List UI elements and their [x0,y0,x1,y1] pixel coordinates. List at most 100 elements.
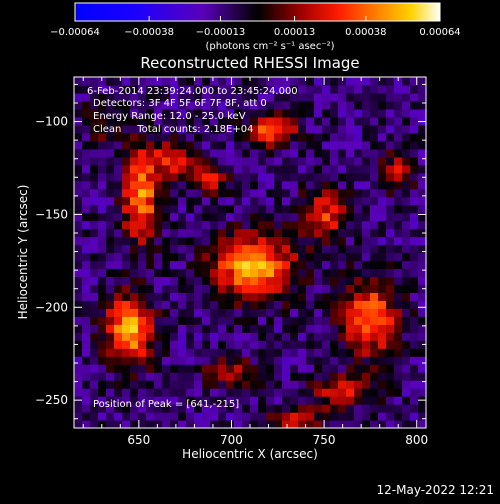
heatmap-cell [138,108,147,118]
heatmap-cell [74,308,83,317]
heatmap-cell [122,372,131,381]
heatmap-cell [378,132,387,142]
heatmap-cell [202,77,211,86]
heatmap-cell [114,268,123,278]
heatmap-cell [90,228,99,238]
heatmap-cell [298,244,307,254]
heatmap-cell [146,324,155,333]
heatmap-cell [114,348,123,357]
colorbar-tick-label: 0.00064 [419,27,460,38]
heatmap-cell [234,308,243,317]
heatmap-cell [266,132,275,142]
heatmap-cell [186,292,195,301]
heatmap-cell [234,268,243,278]
heatmap-cell [122,292,131,301]
heatmap-cell [114,228,123,238]
heatmap-cell [290,172,299,182]
heatmap-cell [186,124,195,134]
heatmap-cell [386,188,395,198]
heatmap-cell [290,308,299,317]
heatmap-cell [202,340,211,349]
heatmap-cell [402,316,411,325]
heatmap-cell [146,124,155,134]
heatmap-cell [130,404,139,413]
heatmap-cell [98,244,107,254]
heatmap-cell [314,388,323,397]
heatmap-cell [226,220,235,230]
heatmap-cell [322,252,331,262]
heatmap-cell [306,260,315,270]
heatmap-cell [314,236,323,246]
heatmap-cell [378,396,387,405]
heatmap-cell [362,340,371,349]
heatmap-cell [418,364,426,373]
heatmap-cell [90,148,99,158]
heatmap-cell [242,228,251,238]
colorbar-tick-label: 0.00013 [274,27,315,38]
heatmap-cell [106,420,115,428]
heatmap-cell [162,420,171,428]
heatmap-cell [298,308,307,317]
heatmap-cell [314,172,323,182]
heatmap-cell [418,84,426,94]
heatmap-cell [90,92,99,102]
heatmap-cell [354,420,363,428]
heatmap-cell [178,252,187,262]
heatmap-cell [314,220,323,230]
heatmap-cell [82,372,91,381]
heatmap-cell [138,300,147,309]
heatmap-cell [338,92,347,102]
heatmap-cell [162,396,171,405]
heatmap-cell [314,364,323,373]
heatmap-cell [138,204,147,214]
heatmap-cell [370,132,379,142]
heatmap-cell [290,276,299,286]
heatmap-cell [402,180,411,190]
heatmap-cell [138,356,147,365]
heatmap-cell [266,332,275,341]
heatmap-cell [162,284,171,293]
heatmap-cell [170,356,179,365]
heatmap-cell [306,204,315,214]
heatmap-cell [210,356,219,365]
heatmap-cell [218,348,227,357]
heatmap-cell [394,276,403,286]
heatmap-cell [370,100,379,110]
heatmap-cell [306,340,315,349]
heatmap-cell [322,404,331,413]
heatmap-cell [282,348,291,357]
heatmap-cell [386,196,395,206]
heatmap-cell [394,212,403,222]
heatmap-cell [282,204,291,214]
heatmap-cell [218,77,227,86]
heatmap-cell [322,372,331,381]
heatmap-cell [274,204,283,214]
heatmap-cell [106,332,115,341]
heatmap-cell [242,132,251,142]
heatmap-cell [338,196,347,206]
heatmap-cell [210,180,219,190]
heatmap-cell [250,300,259,309]
heatmap-cell [314,300,323,309]
heatmap-cell [226,228,235,238]
heatmap-cell [314,116,323,126]
heatmap-cell [258,228,267,238]
heatmap-cell [170,412,179,421]
heatmap-cell [338,212,347,222]
heatmap-cell [106,220,115,230]
heatmap-cell [210,212,219,222]
heatmap-cell [194,412,203,421]
heatmap-cell [154,324,163,333]
heatmap-cell [354,292,363,301]
heatmap-cell [178,348,187,357]
heatmap-cell [298,77,307,86]
heatmap-cell [226,300,235,309]
heatmap-cell [226,172,235,182]
heatmap-cell [330,300,339,309]
heatmap-cell [330,292,339,301]
heatmap-cell [402,212,411,222]
heatmap-cell [242,356,251,365]
heatmap-cell [386,308,395,317]
heatmap-cell [346,236,355,246]
heatmap-cell [290,132,299,142]
